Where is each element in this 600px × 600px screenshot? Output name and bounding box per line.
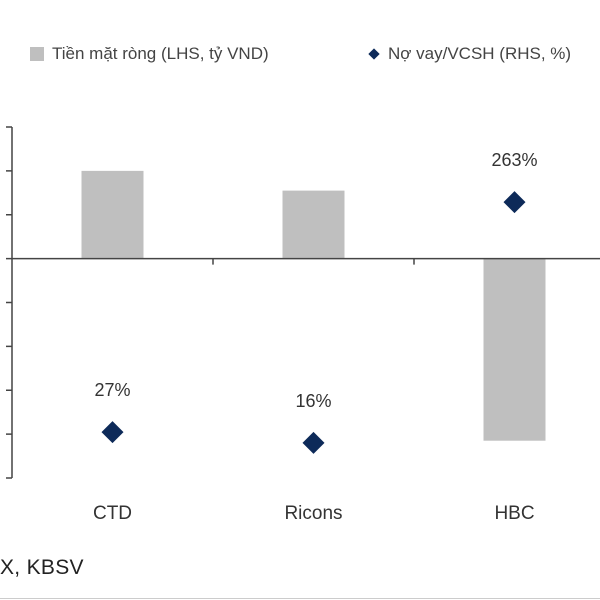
bar-ricons [282, 190, 345, 259]
divider [0, 598, 600, 599]
category-label-ctd: CTD [93, 503, 132, 524]
legend-label-net-cash: Tiền mặt ròng (LHS, tỷ VND) [52, 44, 269, 63]
bar-ctd [81, 170, 144, 259]
legend: Tiền mặt ròng (LHS, tỷ VND) Nợ vay/VCSH … [30, 44, 600, 72]
data-label-ricons: 16% [295, 391, 331, 411]
diamond-marker-ricons [302, 431, 325, 454]
data-label-ctd: 27% [94, 380, 130, 400]
category-label-ricons: Ricons [284, 503, 342, 524]
source-note: X, KBSV [0, 556, 84, 579]
legend-bar-swatch [30, 47, 44, 61]
data-label-hbc: 263% [491, 150, 537, 170]
category-label-hbc: HBC [494, 503, 534, 524]
legend-item-net-cash: Tiền mặt ròng (LHS, tỷ VND) [30, 44, 269, 64]
legend-label-debt-equity: Nợ vay/VCSH (RHS, %) [388, 44, 572, 63]
diamond-marker-ctd [101, 421, 124, 444]
legend-item-debt-equity: Nợ vay/VCSH (RHS, %) [368, 44, 571, 64]
diamond-marker-hbc [503, 191, 526, 214]
bar-hbc [483, 258, 546, 441]
